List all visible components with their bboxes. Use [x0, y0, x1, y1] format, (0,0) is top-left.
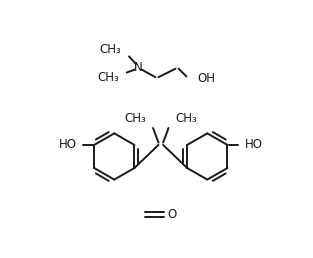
Text: HO: HO — [59, 139, 77, 151]
Text: CH₃: CH₃ — [124, 112, 146, 125]
Text: OH: OH — [197, 72, 215, 85]
Text: HO: HO — [244, 139, 263, 151]
Text: O: O — [167, 208, 176, 221]
Text: CH₃: CH₃ — [176, 112, 197, 125]
Text: CH₃: CH₃ — [97, 71, 119, 84]
Text: N: N — [134, 61, 143, 74]
Text: CH₃: CH₃ — [100, 43, 121, 56]
